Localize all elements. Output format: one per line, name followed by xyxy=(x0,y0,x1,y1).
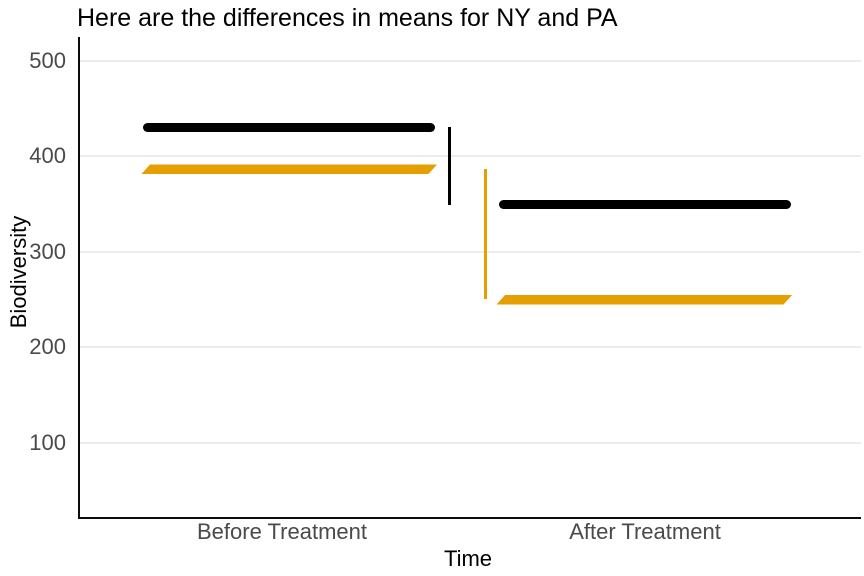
x-axis-title: Time xyxy=(443,546,493,571)
gridline-y-400 xyxy=(80,155,861,158)
y-axis-title: Biodiversity xyxy=(6,215,31,329)
mean-band-pa-after xyxy=(497,295,793,305)
y-tick-label-200: 200 xyxy=(29,334,66,360)
mean-band-ny-after xyxy=(498,200,791,210)
x-tick-label-after: After Treatment xyxy=(569,519,721,544)
y-tick-label-300: 300 xyxy=(29,238,66,264)
plot-title: Here are the differences in means for NY… xyxy=(77,4,618,32)
gridline-y-300 xyxy=(80,250,861,253)
plot-panel xyxy=(78,37,861,519)
mean-band-ny-before xyxy=(143,122,435,132)
gridline-y-100 xyxy=(80,441,861,444)
mean-band-pa-before xyxy=(141,164,437,174)
y-tick-label-400: 400 xyxy=(29,143,66,169)
y-tick-label-500: 500 xyxy=(29,47,66,73)
difference-segment-pa xyxy=(484,169,487,300)
gridline-y-500 xyxy=(80,59,861,62)
difference-segment-ny xyxy=(448,127,451,205)
y-tick-label-100: 100 xyxy=(29,429,66,455)
gridline-y-200 xyxy=(80,346,861,349)
x-tick-label-before: Before Treatment xyxy=(197,519,367,544)
